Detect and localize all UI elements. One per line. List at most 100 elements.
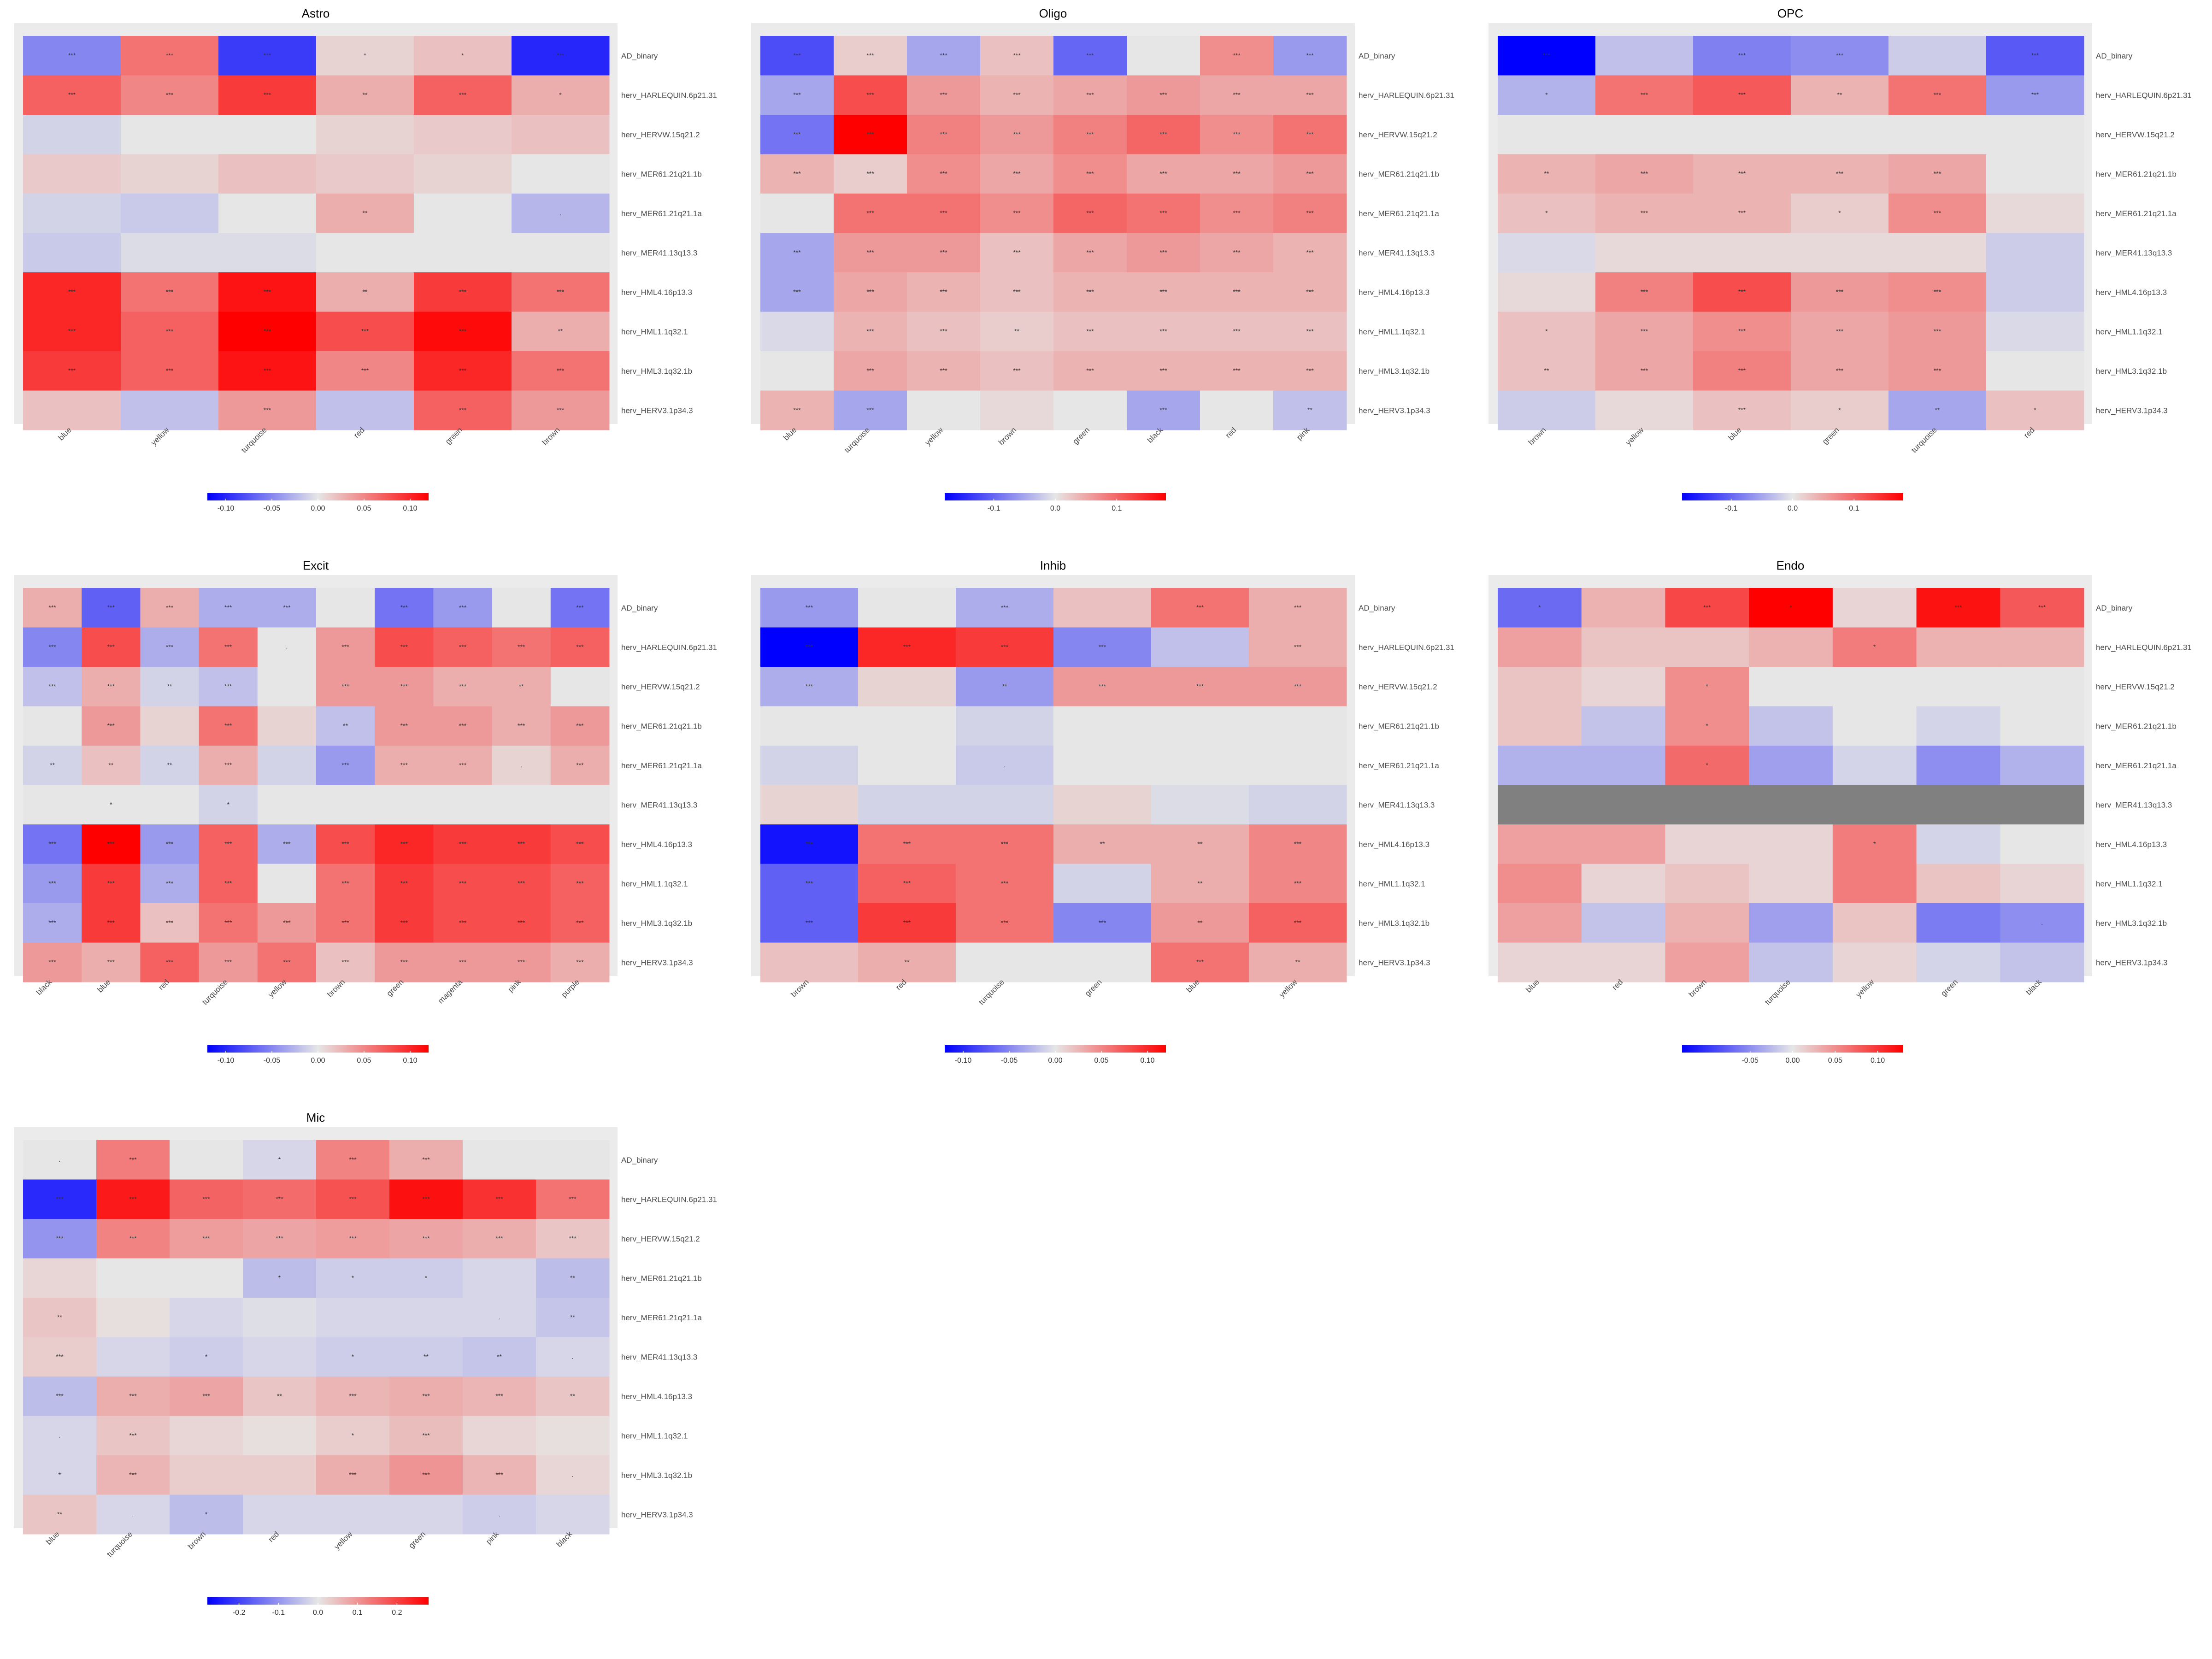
significance-label: ** (167, 682, 172, 690)
heatmap-cell (1127, 233, 1200, 273)
significance-label: * (559, 91, 562, 98)
significance-label: *** (1738, 170, 1746, 177)
heatmap-cell (82, 942, 141, 982)
heatmap-cell (433, 864, 493, 904)
heatmap-cell (1595, 115, 1694, 154)
significance-label: *** (283, 604, 291, 611)
heatmap-cell (23, 903, 82, 943)
significance-label: . (286, 643, 288, 650)
heatmap-cell (1749, 785, 1833, 825)
heatmap-cell (1665, 824, 1749, 864)
significance-label: *** (903, 643, 911, 650)
significance-label: *** (1001, 840, 1009, 847)
significance-label: * (1545, 327, 1548, 335)
heatmap-cell (23, 1377, 97, 1416)
heatmap-cell (1749, 824, 1833, 864)
heatmap-cell (218, 115, 317, 154)
significance-label: *** (1001, 919, 1009, 926)
heatmap-cell (1053, 706, 1152, 746)
heatmap-panel-oligo: Oligo*** *** *** *** *** *** ****** *** *** *** **… (751, 6, 1454, 512)
heatmap-cell (1151, 942, 1249, 982)
heatmap-cell (243, 1377, 317, 1416)
heatmap-cell (1151, 785, 1249, 825)
significance-label: *** (793, 52, 801, 59)
heatmap-cell (218, 233, 317, 273)
significance-label: ** (277, 1392, 282, 1400)
significance-label: *** (1086, 170, 1094, 177)
significance-label: *** (1159, 209, 1167, 217)
significance-label: * (1706, 761, 1709, 769)
heatmap-cell (389, 1337, 463, 1377)
significance-label: *** (1641, 170, 1648, 177)
significance-label: . (59, 1156, 61, 1163)
significance-label: *** (264, 288, 271, 295)
heatmap-cell (858, 942, 956, 982)
heatmap-cell (1200, 233, 1274, 273)
significance-label: *** (1294, 682, 1302, 690)
significance-label: * (352, 1353, 354, 1360)
heatmap-cell (1498, 864, 1582, 904)
significance-label: *** (276, 1195, 283, 1202)
heatmap-cell (550, 785, 610, 825)
significance-label: *** (341, 958, 349, 965)
heatmap-cell (170, 1219, 243, 1259)
heatmap-cell (834, 233, 907, 273)
significance-label: *** (576, 840, 584, 847)
significance-label: *** (1233, 327, 1241, 335)
heatmap-cell (316, 942, 375, 982)
significance-label: *** (48, 840, 56, 847)
heatmap-cell (760, 588, 859, 628)
significance-label: *** (1836, 52, 1844, 59)
significance-label: *** (48, 643, 56, 650)
heatmap-cell (23, 351, 121, 391)
significance-label: *** (264, 52, 271, 59)
heatmap-cell (389, 1298, 463, 1337)
heatmap-cell (1200, 272, 1274, 312)
heatmap-cell (1498, 390, 1596, 430)
significance-label: *** (518, 643, 525, 650)
significance-label: . (572, 1471, 574, 1478)
significance-label: *** (1738, 327, 1746, 335)
significance-label: *** (400, 919, 408, 926)
significance-label: *** (940, 248, 947, 256)
heatmap-cell (23, 627, 82, 667)
heatmap-cell (1581, 746, 1665, 785)
heatmap-cell (199, 824, 258, 864)
heatmap-cell (1832, 627, 1917, 667)
heatmap-cell (1498, 115, 1596, 154)
heatmap-cell (980, 115, 1054, 154)
significance-label: *** (1738, 406, 1746, 413)
colorbar-tick-label: 0.10 (403, 505, 417, 512)
heatmap-cell (858, 627, 956, 667)
heatmap-cell (23, 1219, 97, 1259)
heatmap-cell (550, 746, 610, 785)
significance-label: *** (1196, 682, 1204, 690)
heatmap-cell (1053, 824, 1152, 864)
significance-label: *** (400, 682, 408, 690)
significance-label: *** (1294, 879, 1302, 887)
heatmap-cell (1986, 194, 2084, 233)
row-label: herv_MER61.21q21.1b (1359, 170, 1439, 178)
row-label: herv_HML1.1q32.1 (621, 879, 688, 888)
heatmap-cell (858, 667, 956, 706)
significance-label: *** (793, 406, 801, 413)
heatmap-cell (23, 1258, 97, 1298)
significance-label: *** (107, 840, 115, 847)
heatmap-cell (316, 351, 414, 391)
heatmap-cell (492, 627, 551, 667)
row-label: herv_HERV3.1p34.3 (1359, 958, 1430, 967)
heatmap-cell (1127, 312, 1200, 352)
heatmap-cell (760, 903, 859, 943)
significance-label: * (1838, 406, 1841, 413)
heatmap-cell (316, 1298, 390, 1337)
heatmap-cell (1665, 942, 1749, 982)
significance-label: *** (518, 958, 525, 965)
row-label: AD_binary (1359, 52, 1395, 60)
row-label: herv_HML1.1q32.1 (621, 1431, 688, 1440)
heatmap-cell (316, 627, 375, 667)
significance-label: *** (1306, 91, 1314, 98)
heatmap-cell (140, 824, 200, 864)
significance-label: *** (264, 367, 271, 374)
heatmap-cell (512, 75, 610, 115)
heatmap-cell (1595, 351, 1694, 391)
